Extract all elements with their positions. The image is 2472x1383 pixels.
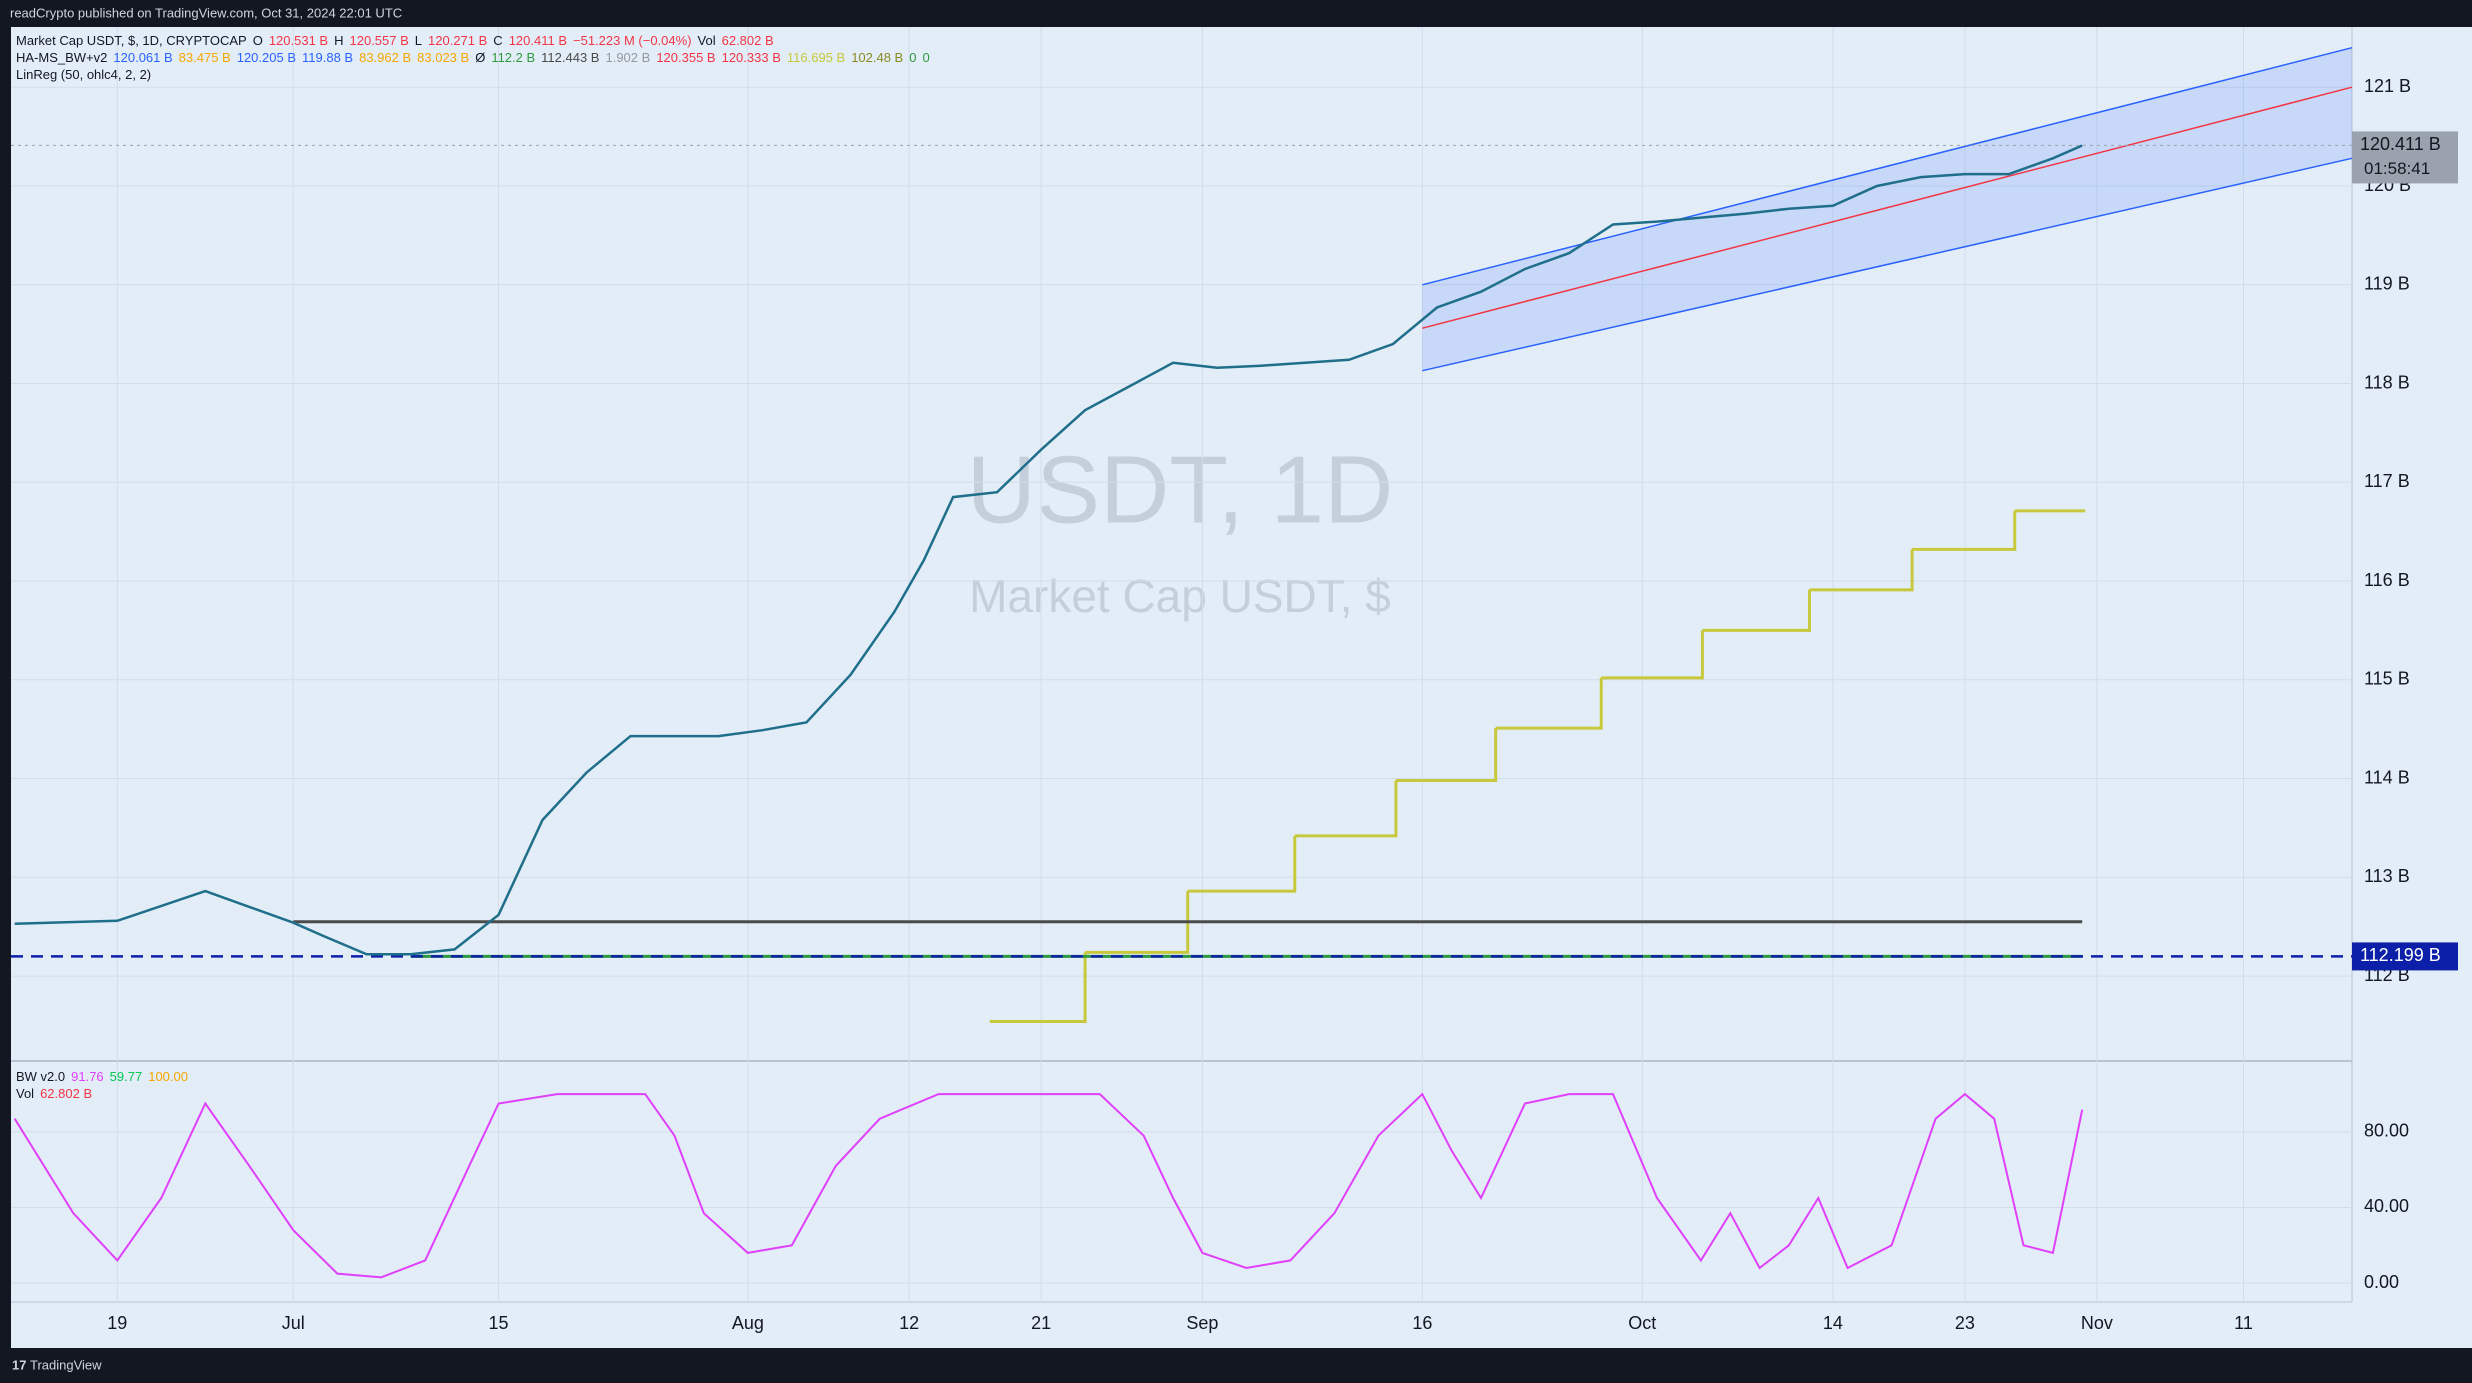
legend-item: L	[414, 33, 423, 48]
legend-item: 83.023 B	[417, 50, 470, 65]
channel-lower	[1422, 157, 2353, 372]
legend-item: 59.77	[109, 1069, 143, 1084]
legend-item: Vol	[697, 33, 716, 48]
y-tick-label: 0.00	[2364, 1272, 2399, 1292]
footer-brand: TradingView	[30, 1357, 102, 1372]
chart-bg	[11, 27, 2472, 1348]
x-tick-label: 14	[1823, 1313, 1843, 1333]
legend-item: 83.475 B	[178, 50, 231, 65]
legend-item: 112.443 B	[541, 50, 600, 65]
legend-item: 116.695 B	[786, 50, 846, 65]
x-tick-label: 21	[1031, 1313, 1051, 1333]
x-tick-label: 12	[899, 1313, 919, 1333]
legend-item: HA-MS_BW+v2	[16, 50, 108, 65]
step-segment	[989, 952, 1087, 1023]
legend-row: LinReg (50, ohlc4, 2, 2)	[16, 66, 936, 83]
series-line	[14, 144, 2083, 956]
x-tick-label: 16	[1412, 1313, 1432, 1333]
y-tick-label: 118 B	[2364, 372, 2410, 392]
legend-item: −51.223 M (−0.04%)	[573, 33, 692, 48]
last-price-label: 120.411 B	[2360, 134, 2441, 154]
legend-item: Vol	[16, 1086, 35, 1101]
marked-level-label: 112.199 B	[2360, 945, 2441, 965]
x-tick-label: 11	[2234, 1313, 2253, 1333]
y-tick-label: 40.00	[2364, 1196, 2409, 1216]
y-tick-label: 113 B	[2364, 866, 2410, 886]
footer-bar	[0, 1348, 2472, 1383]
step-segment	[1495, 677, 1603, 730]
series-line	[13, 1092, 2084, 1279]
channel-center	[1422, 86, 2353, 329]
legend-item: O	[252, 33, 263, 48]
y-tick-label: 114 B	[2364, 767, 2410, 787]
y-tick-label: 121 B	[2364, 76, 2411, 96]
legend-item: 83.962 B	[359, 50, 412, 65]
legend: Market Cap USDT, $, 1D, CRYPTOCAP O 120.53…	[16, 32, 936, 83]
legend-item: 120.355 B	[656, 50, 716, 65]
legend-item: 62.802 B	[40, 1086, 93, 1101]
legend-item: Ø	[475, 50, 486, 65]
legend-item: 120.411 B	[508, 33, 567, 48]
channel-upper	[1422, 46, 2353, 286]
x-tick-label: 15	[489, 1313, 509, 1333]
legend-item: 62.802 B	[721, 33, 774, 48]
step-segment	[1702, 589, 1811, 632]
x-tick-label: Aug	[732, 1313, 764, 1333]
step-segment	[1601, 630, 1704, 680]
legend-row: Vol 62.802 B	[16, 1085, 194, 1102]
legend-item: 119.88 B	[302, 50, 354, 65]
legend-item: C	[493, 33, 503, 48]
regression-channel	[1422, 47, 2352, 371]
legend-item: BW v2.0	[16, 1069, 66, 1084]
legend-item: 102.48 B	[851, 50, 904, 65]
x-tick-label: Jul	[282, 1313, 305, 1333]
step-segment	[1187, 835, 1297, 893]
legend-row: BW v2.0 91.76 59.77 100.00	[16, 1068, 194, 1085]
legend-item: 112.2 B	[491, 50, 536, 65]
osc-legend: BW v2.0 91.76 59.77 100.00 Vol 62.802 B	[16, 1068, 194, 1102]
legend-item: 120.205 B	[236, 50, 296, 65]
legend-item: 0	[922, 50, 930, 65]
y-tick-label: 115 B	[2364, 669, 2410, 689]
y-tick-label: 119 B	[2364, 274, 2410, 294]
y-tick-label: 117 B	[2364, 471, 2410, 491]
legend-item: 120.333 B	[721, 50, 781, 65]
legend-item: 120.557 B	[349, 33, 409, 48]
step-segment	[1395, 728, 1498, 783]
legend-item: 100.00	[148, 1069, 188, 1084]
x-tick-label: Sep	[1186, 1313, 1218, 1333]
legend-row: HA-MS_BW+v2 120.061 B 83.475 B 120.205 B 119…	[16, 49, 936, 66]
last-price-box	[2352, 131, 2458, 184]
legend-item: 91.76	[71, 1069, 104, 1084]
legend-item: 120.061 B	[113, 50, 173, 65]
watermark-name: Market Cap USDT, $	[969, 570, 1391, 622]
publisher: readCrypto published on TradingView.com,…	[10, 5, 402, 20]
legend-item: Market Cap USDT, $, 1D, CRYPTOCAP	[16, 33, 247, 48]
step-segment	[1085, 891, 1190, 954]
marked-level-box	[2352, 942, 2458, 971]
legend-item: H	[334, 33, 344, 48]
step-segment	[1809, 549, 1914, 592]
x-tick-label: 23	[1955, 1313, 1975, 1333]
x-tick-label: Oct	[1628, 1313, 1656, 1333]
legend-item: LinReg (50, ohlc4, 2, 2)	[16, 67, 152, 82]
y-tick-label: 116 B	[2364, 570, 2410, 590]
watermark-symbol: USDT, 1D	[967, 436, 1394, 543]
step-segment	[1912, 510, 2017, 551]
legend-item: 120.531 B	[268, 33, 329, 48]
legend-item: 0	[909, 50, 917, 65]
x-tick-label: Nov	[2081, 1313, 2113, 1333]
step-segment	[1294, 780, 1398, 838]
legend-item: 120.271 B	[428, 33, 488, 48]
legend-row: Market Cap USDT, $, 1D, CRYPTOCAP O 120.53…	[16, 32, 936, 49]
countdown-label: 01:58:41	[2364, 159, 2430, 178]
x-tick-label: 19	[107, 1313, 127, 1333]
top-bar	[0, 0, 2472, 27]
legend-item: 1.902 B	[605, 50, 651, 65]
footer-logo: 17	[12, 1357, 26, 1372]
y-tick-label: 80.00	[2364, 1121, 2409, 1141]
